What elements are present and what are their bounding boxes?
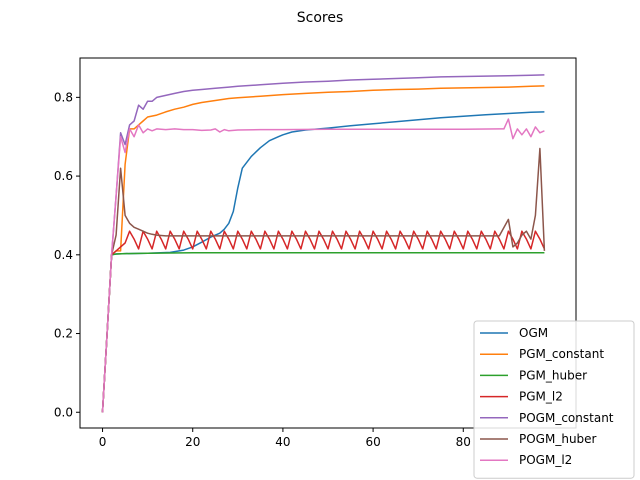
plot-area: 0 20 40 60 80 0.0 0.2 0.4 0.6 0.8: [54, 57, 577, 449]
y-tick-label: 0.8: [54, 90, 73, 104]
legend-label: POGM_huber: [519, 432, 597, 446]
x-tick-label: 40: [275, 435, 290, 449]
legend-label: POGM_l2: [519, 453, 572, 467]
series-line-pgm-constant: [101, 85, 545, 413]
x-tick-label: 80: [456, 435, 471, 449]
series-line-pogm-constant: [101, 74, 545, 413]
legend-label: PGM_l2: [519, 390, 563, 404]
x-tick-label: 0: [99, 435, 107, 449]
series-layer: [101, 74, 546, 413]
series-line-pogm-l2: [101, 118, 545, 413]
legend-label: OGM: [519, 326, 548, 340]
legend-label: PGM_huber: [519, 368, 587, 382]
y-tick-label: 0.2: [54, 327, 73, 341]
x-tick-label: 60: [365, 435, 380, 449]
axes-frame: [79, 57, 577, 429]
y-tick-label: 0.6: [54, 169, 73, 183]
y-axis: 0.0 0.2 0.4 0.6 0.8: [54, 90, 80, 419]
x-axis: 0 20 40 60 80: [99, 428, 471, 449]
x-tick-label: 20: [185, 435, 200, 449]
series-line-pogm-huber: [101, 147, 546, 413]
chart-title: Scores: [297, 10, 344, 26]
legend-label: POGM_constant: [519, 411, 614, 425]
legend-box: [473, 320, 635, 479]
y-tick-label: 0.0: [54, 405, 73, 419]
legend-label: PGM_constant: [519, 347, 604, 361]
y-tick-label: 0.4: [54, 248, 73, 262]
legend: OGM PGM_constant PGM_huber PGM_l2 POGM_const…: [473, 320, 635, 479]
